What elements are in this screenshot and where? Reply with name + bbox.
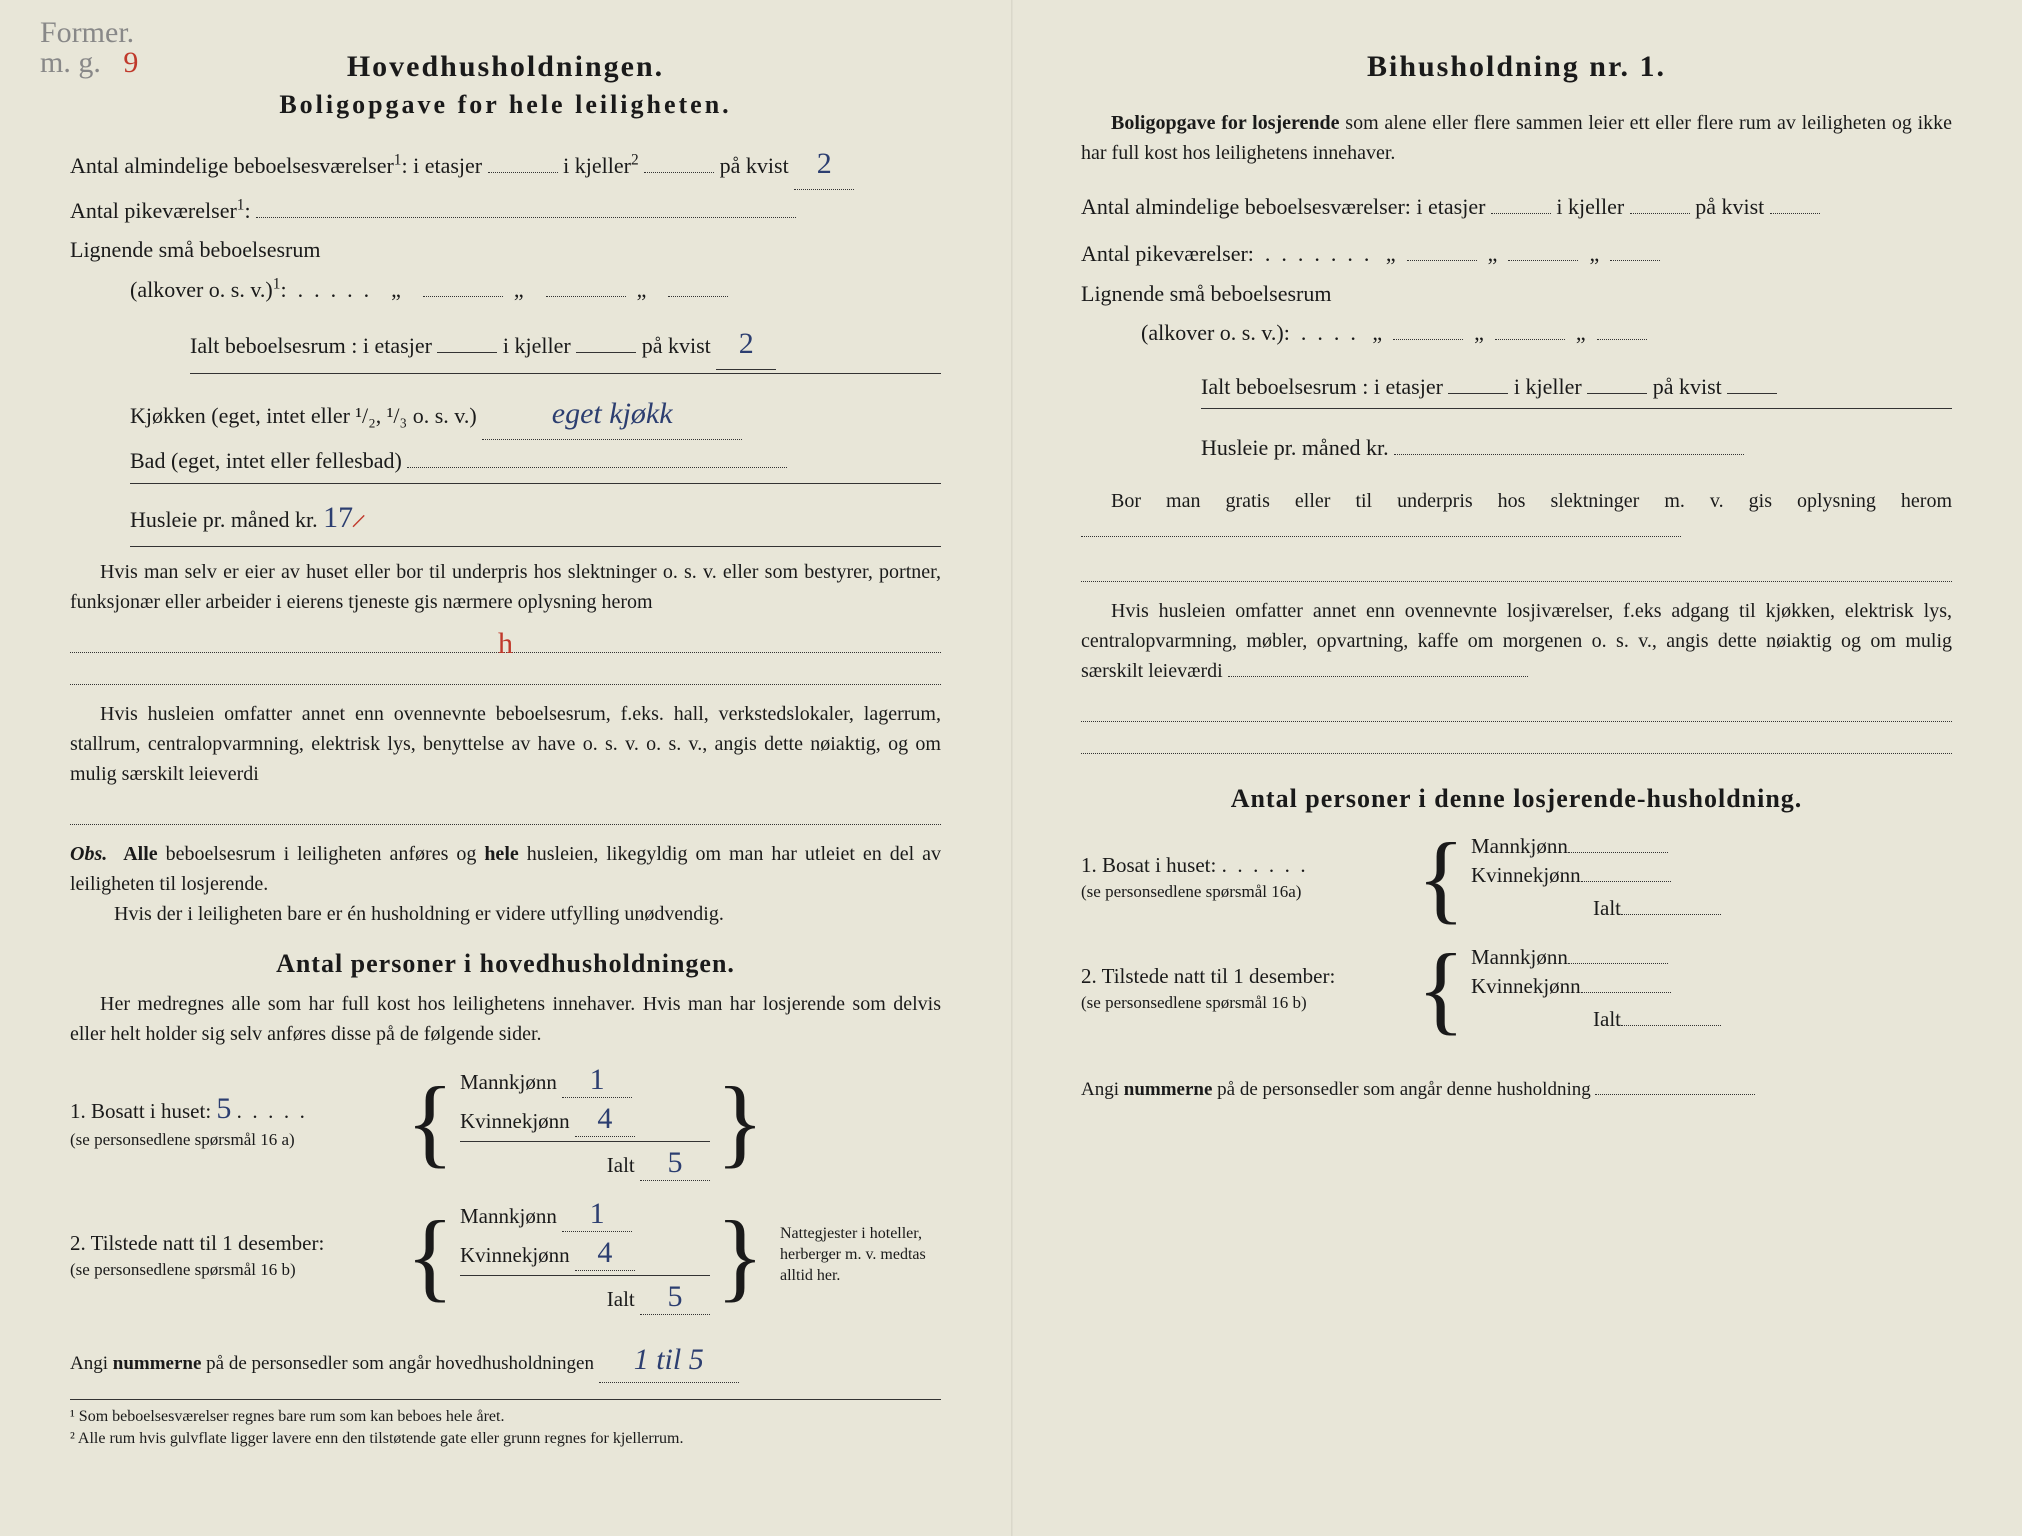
handwriting-9: 9 [123, 46, 138, 79]
r-section-antal: Antal personer i denne losjerende-hushol… [1081, 784, 1952, 814]
row-pike: Antal pikeværelser1: [70, 192, 941, 229]
field-ialt1[interactable]: 5 [640, 1146, 710, 1181]
row-alkover: (alkover o. s. v.)1: . . . . . „ „ „ [130, 271, 941, 308]
row-angi: Angi nummerne på de personsedler som ang… [70, 1337, 941, 1383]
r-row-husleie: Husleie pr. måned kr. [1201, 429, 1952, 466]
row-kjokken: Kjøkken (eget, intet eller ¹/₂, ¹/₃ o. s… [130, 388, 941, 440]
right-intro: Boligopgave for losjerende som alene ell… [1081, 108, 1952, 168]
field-kvist-ialt[interactable]: 2 [716, 318, 776, 370]
row-bosatt: 1. Bosatt i huset: 5 . . . . . (se perso… [70, 1059, 941, 1185]
footnotes: ¹ Som beboelsesværelser regnes bare rum … [70, 1399, 941, 1451]
field-kvist1[interactable]: 2 [794, 138, 854, 190]
row-lignende: Lignende små beboelsesrum [70, 231, 941, 268]
r-para1: Bor man gratis eller til underpris hos s… [1081, 486, 1952, 546]
r-row-tilstede: 2. Tilstede natt til 1 desember: (se per… [1081, 941, 1952, 1036]
para-obs: Obs. Alle beboelsesrum i leiligheten anf… [70, 839, 941, 929]
row-beboelses: Antal almindelige beboelsesværelser1: i … [70, 138, 941, 190]
section-antal-personer: Antal personer i hovedhusholdningen. [70, 949, 941, 979]
r-row-angi: Angi nummerne på de personsedler som ang… [1081, 1076, 1952, 1105]
r-row-bosatt: 1. Bosat i huset: . . . . . . (se person… [1081, 830, 1952, 925]
r-blank-1[interactable] [1081, 556, 1952, 582]
field-kvinne1[interactable]: 4 [575, 1102, 635, 1137]
r-row-pike: Antal pikeværelser: . . . . . . . „ „ „ [1081, 235, 1952, 272]
field-bosatt[interactable]: 5 [216, 1092, 231, 1125]
note-nattegjester: Nattegjester i hoteller, herberger m. v.… [780, 1224, 941, 1286]
field-mann2[interactable]: 1 [562, 1197, 632, 1232]
field-kjokken[interactable]: eget kjøkk [482, 388, 742, 440]
left-title: Hovedhusholdningen. [70, 50, 941, 84]
row-tilstede: 2. Tilstede natt til 1 desember: (se per… [70, 1193, 941, 1319]
row-husleie: Husleie pr. måned kr. 17 ̷ [130, 492, 941, 547]
r-row-lignende: Lignende små beboelsesrum [1081, 275, 1952, 312]
r-row-beboelses: Antal almindelige beboelsesværelser: i e… [1081, 188, 1952, 225]
right-page: Bihusholdning nr. 1. Boligopgave for los… [1011, 0, 2022, 1536]
row-bad: Bad (eget, intet eller fellesbad) [130, 442, 941, 483]
r-blank-3[interactable] [1081, 728, 1952, 754]
field-ialt2[interactable]: 5 [640, 1280, 710, 1315]
para-husleie-omfatter: Hvis husleien omfatter annet enn ovennev… [70, 699, 941, 789]
row-ialt: Ialt beboelsesrum : i etasjer i kjeller … [190, 318, 941, 374]
para-owner: Hvis man selv er eier av huset eller bor… [70, 557, 941, 617]
r-row-alkover: (alkover o. s. v.): . . . . „ „ „ [1141, 314, 1952, 351]
field-angi[interactable]: 1 til 5 [599, 1337, 739, 1383]
r-row-ialt: Ialt beboelsesrum : i etasjer i kjeller … [1201, 368, 1952, 409]
field-husleie[interactable]: 17 [323, 501, 353, 534]
blank-line-1[interactable]: h [70, 627, 941, 653]
r-blank-2[interactable] [1081, 696, 1952, 722]
field-kvinne2[interactable]: 4 [575, 1236, 635, 1271]
left-subtitle: Boligopgave for hele leiligheten. [70, 90, 941, 120]
blank-line-2[interactable] [70, 659, 941, 685]
field-mann1[interactable]: 1 [562, 1063, 632, 1098]
blank-line-3[interactable] [70, 799, 941, 825]
r-para2: Hvis husleien omfatter annet enn ovennev… [1081, 596, 1952, 686]
handwriting-topleft: Former. m. g. 9 [40, 18, 138, 78]
para-medregnes: Her medregnes alle som har full kost hos… [70, 989, 941, 1049]
left-page: Former. m. g. 9 Hovedhusholdningen. Boli… [0, 0, 1011, 1536]
right-title: Bihusholdning nr. 1. [1081, 50, 1952, 84]
